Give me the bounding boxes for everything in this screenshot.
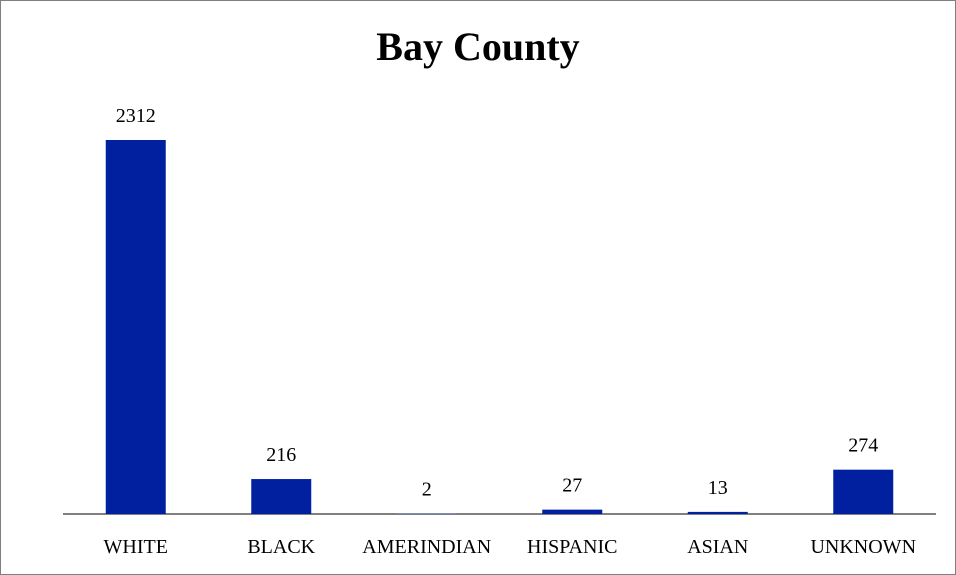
data-label-unknown: 274 bbox=[848, 435, 878, 457]
bar-asian bbox=[687, 511, 748, 514]
bar-white bbox=[105, 140, 166, 514]
data-label-hispanic: 27 bbox=[562, 475, 582, 497]
category-labels-group: WHITE BLACK AMERINDIAN HISPANIC ASIAN UNKNOWN bbox=[104, 536, 916, 558]
bars-group bbox=[105, 140, 894, 514]
category-label-unknown: UNKNOWN bbox=[810, 536, 916, 558]
data-labels-group: 2312 216 2 27 13 274 bbox=[116, 105, 879, 501]
data-label-black: 216 bbox=[266, 444, 296, 466]
chart-title: Bay County bbox=[376, 24, 580, 69]
category-label-black: BLACK bbox=[247, 536, 315, 558]
category-label-asian: ASIAN bbox=[687, 536, 748, 558]
category-label-hispanic: HISPANIC bbox=[527, 536, 617, 558]
bar-black bbox=[251, 479, 312, 514]
category-label-amerindian: AMERINDIAN bbox=[362, 536, 491, 558]
data-label-asian: 13 bbox=[708, 477, 728, 499]
data-label-white: 2312 bbox=[116, 105, 156, 127]
data-label-amerindian: 2 bbox=[422, 479, 432, 501]
bar-hispanic bbox=[542, 509, 603, 514]
category-label-white: WHITE bbox=[104, 536, 168, 558]
bar-unknown bbox=[833, 469, 894, 514]
